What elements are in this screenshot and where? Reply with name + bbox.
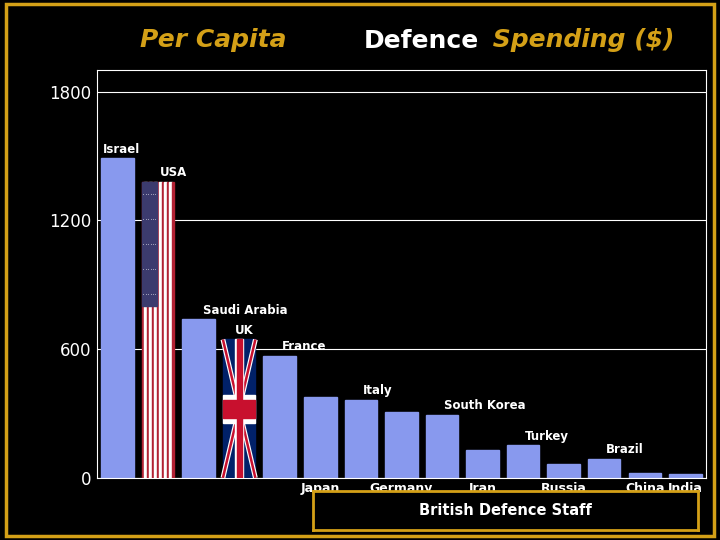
Bar	[345, 400, 377, 478]
Bar	[144, 182, 147, 478]
Bar	[149, 182, 152, 478]
Bar	[223, 400, 256, 418]
Text: Turkey: Turkey	[525, 430, 569, 443]
Text: South Korea: South Korea	[444, 399, 526, 412]
Bar	[264, 355, 296, 478]
Bar	[142, 182, 157, 306]
Text: UK: UK	[235, 324, 254, 337]
Bar	[235, 340, 243, 478]
Bar	[547, 463, 580, 478]
Bar	[182, 319, 215, 478]
Bar	[142, 182, 144, 478]
Bar	[588, 459, 621, 478]
Bar	[147, 182, 149, 478]
Bar	[169, 182, 172, 478]
Text: Per Capita  Defence Spending ($): Per Capita Defence Spending ($)	[128, 29, 592, 52]
Bar	[159, 182, 162, 478]
Text: Defence: Defence	[364, 29, 479, 52]
Bar	[629, 473, 661, 478]
Bar	[102, 158, 134, 478]
Text: Spending ($): Spending ($)	[484, 29, 674, 52]
Bar	[669, 475, 701, 478]
Bar	[152, 182, 154, 478]
Bar	[157, 182, 159, 478]
Text: Per Capita: Per Capita	[140, 29, 296, 52]
Bar	[304, 397, 336, 478]
Bar	[223, 395, 256, 422]
Bar	[507, 446, 539, 478]
Text: Saudi Arabia: Saudi Arabia	[202, 303, 287, 316]
Text: France: France	[282, 340, 326, 353]
Bar	[385, 413, 418, 478]
Bar	[172, 182, 174, 478]
Bar	[154, 182, 157, 478]
Bar	[162, 182, 164, 478]
Text: USA: USA	[160, 166, 187, 179]
Text: British Defence Staff: British Defence Staff	[419, 503, 593, 518]
Bar	[223, 340, 256, 478]
Text: Italy: Italy	[363, 384, 392, 397]
Text: Israel: Israel	[103, 143, 140, 156]
Bar	[467, 450, 499, 478]
Bar	[237, 340, 242, 478]
Bar	[426, 415, 458, 478]
Bar	[164, 182, 167, 478]
Bar	[167, 182, 169, 478]
Text: Brazil: Brazil	[606, 443, 644, 456]
